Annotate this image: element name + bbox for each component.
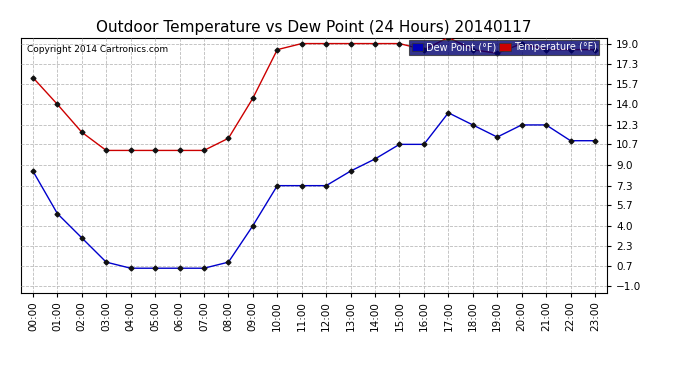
Text: Copyright 2014 Cartronics.com: Copyright 2014 Cartronics.com — [26, 45, 168, 54]
Title: Outdoor Temperature vs Dew Point (24 Hours) 20140117: Outdoor Temperature vs Dew Point (24 Hou… — [96, 20, 532, 35]
Legend: Dew Point (°F), Temperature (°F): Dew Point (°F), Temperature (°F) — [409, 40, 600, 55]
